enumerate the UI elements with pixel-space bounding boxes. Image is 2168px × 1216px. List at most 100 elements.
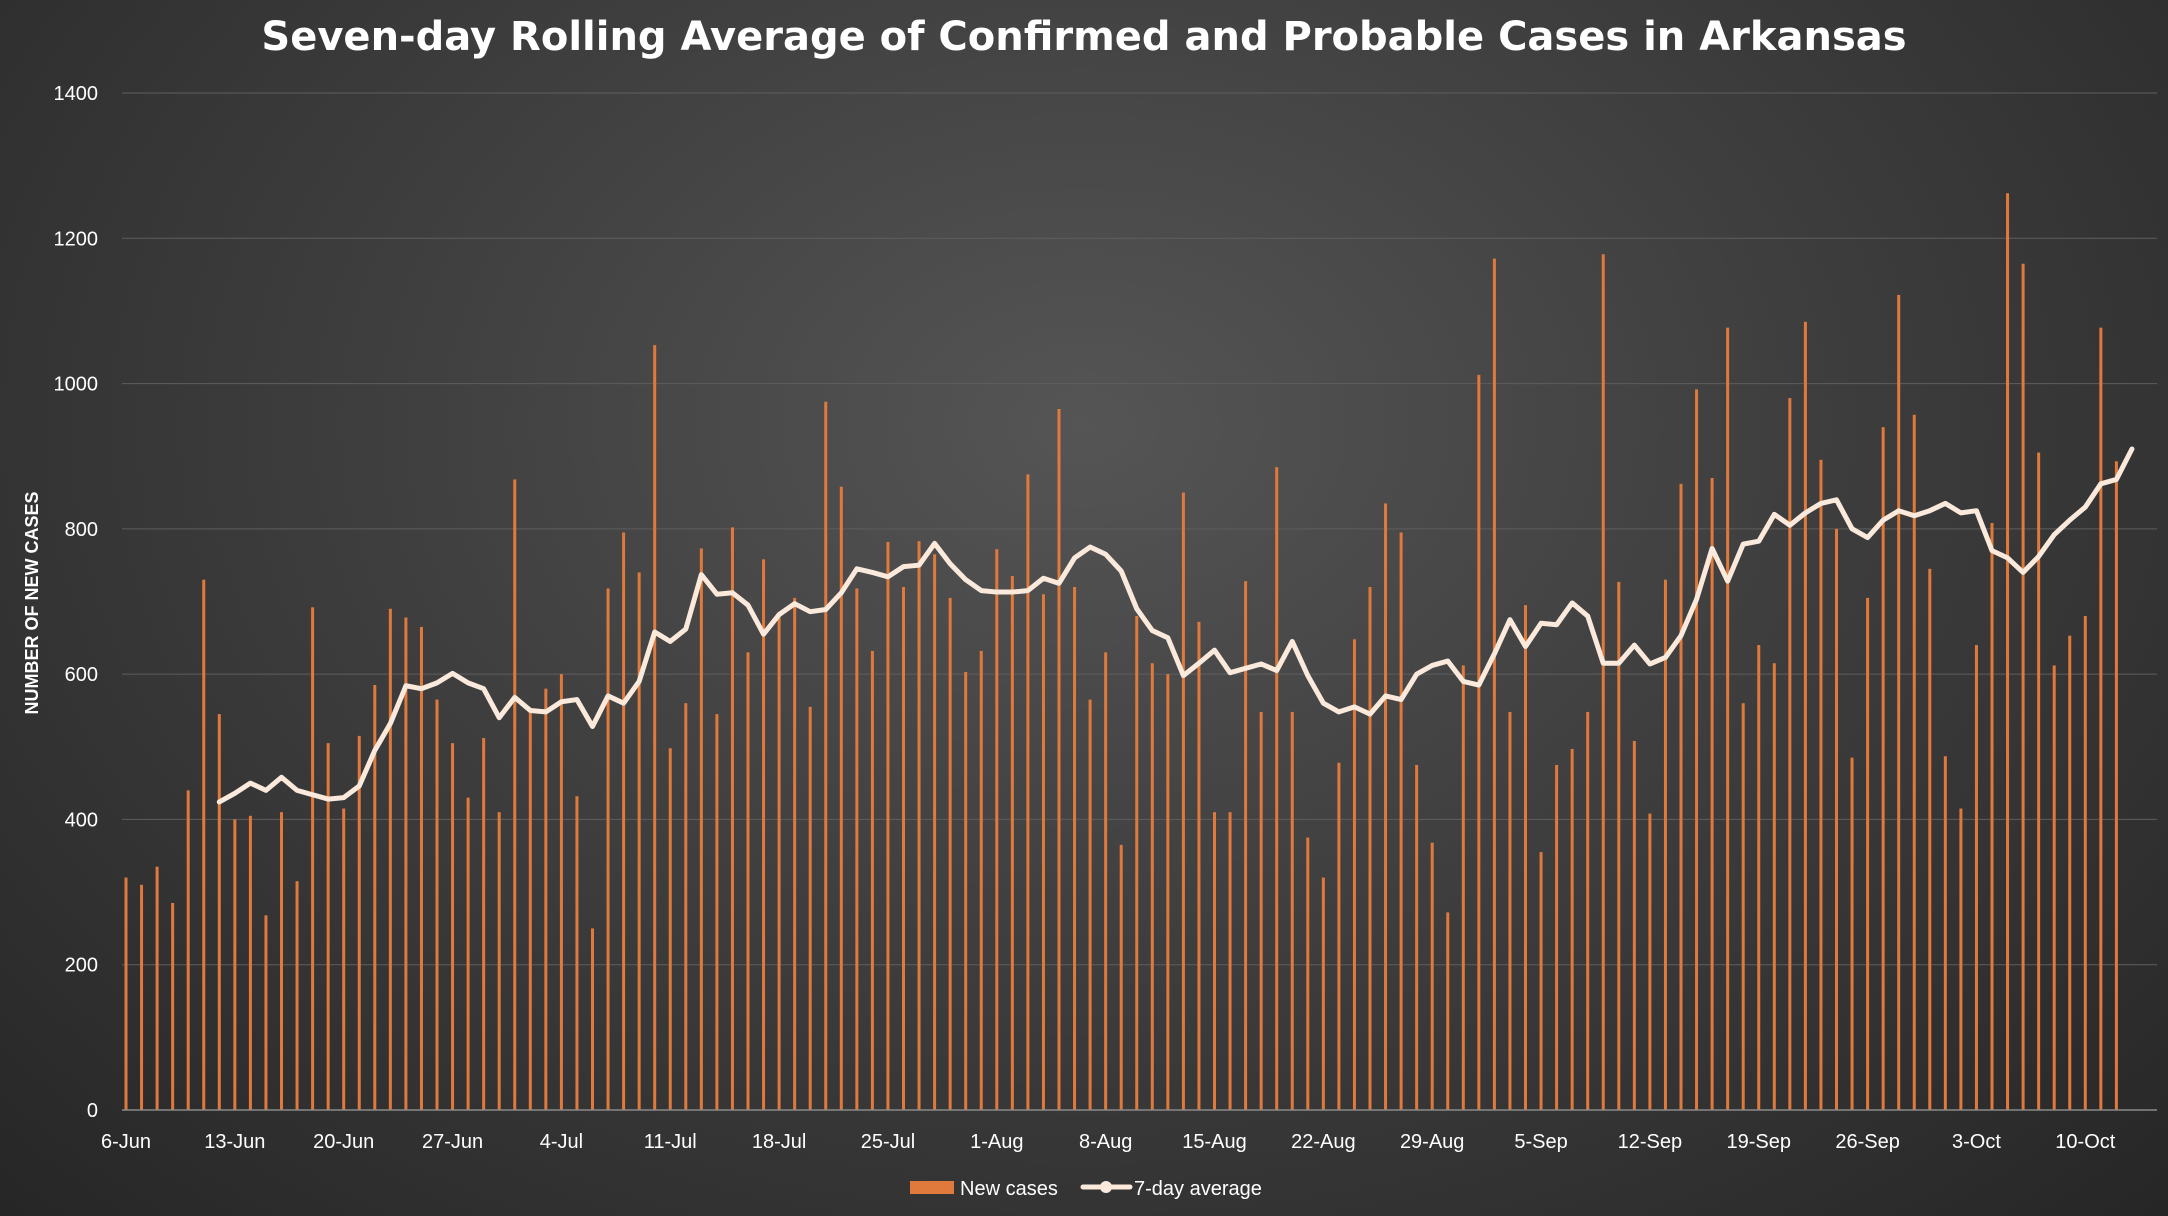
bar xyxy=(1073,586,1077,1110)
y-tick-label: 1200 xyxy=(54,228,99,250)
bar xyxy=(435,699,439,1110)
x-tick-label: 22-Aug xyxy=(1291,1131,1356,1153)
bar xyxy=(839,486,843,1111)
bar xyxy=(1648,813,1652,1110)
y-axis-ticks: 0 200 400 600 800 1000 1200 1400 xyxy=(54,83,99,1122)
x-tick-label: 4-Jul xyxy=(540,1131,583,1153)
bar xyxy=(124,877,128,1110)
bar xyxy=(1679,483,1683,1110)
bar xyxy=(1352,639,1356,1110)
bar xyxy=(933,554,937,1110)
bar xyxy=(373,685,377,1110)
y-tick-label: 1400 xyxy=(54,83,99,105)
bar xyxy=(2021,263,2025,1111)
bar-series-new-cases xyxy=(124,193,2118,1111)
bar xyxy=(466,797,470,1110)
bar xyxy=(964,671,968,1110)
x-tick-label: 15-Aug xyxy=(1182,1131,1247,1153)
bar xyxy=(1508,711,1512,1110)
x-tick-label: 19-Sep xyxy=(1727,1131,1792,1153)
bar xyxy=(591,928,594,1110)
bar xyxy=(1415,764,1419,1110)
bar xyxy=(1974,645,1978,1110)
legend-swatch-7-day-average-marker xyxy=(1100,1181,1112,1193)
bar xyxy=(886,541,890,1110)
x-tick-label: 11-Jul xyxy=(644,1131,697,1153)
bar xyxy=(777,612,781,1110)
bar xyxy=(233,819,237,1110)
bar xyxy=(1135,616,1139,1110)
legend-label-new-cases: New cases xyxy=(960,1178,1058,1200)
x-tick-label: 5-Sep xyxy=(1514,1131,1567,1153)
bar xyxy=(824,401,828,1110)
line-series-7-day-average xyxy=(216,446,2135,805)
x-tick-label: 27-Jun xyxy=(422,1131,483,1153)
bar xyxy=(730,527,734,1110)
legend: New cases 7-day average xyxy=(910,1178,1262,1200)
bar xyxy=(1741,703,1745,1110)
bar xyxy=(746,652,750,1110)
bar xyxy=(979,650,983,1110)
bar xyxy=(1726,327,1730,1110)
bar xyxy=(559,674,563,1110)
gridlines xyxy=(122,92,2157,966)
bar xyxy=(1430,842,1434,1110)
bar xyxy=(1632,740,1636,1110)
bar xyxy=(653,345,657,1111)
bar xyxy=(1306,837,1310,1110)
bar xyxy=(1477,374,1481,1111)
bar xyxy=(1213,812,1216,1110)
bar xyxy=(1928,568,1932,1110)
y-tick-label: 0 xyxy=(87,1100,98,1122)
bar xyxy=(870,650,874,1110)
bar xyxy=(388,608,392,1110)
bar xyxy=(1119,844,1123,1110)
average-line xyxy=(216,446,2135,805)
bar xyxy=(1959,808,1963,1110)
bar xyxy=(140,884,144,1110)
bar xyxy=(1244,581,1248,1110)
bar xyxy=(1104,652,1108,1110)
bar xyxy=(1850,757,1854,1110)
bar xyxy=(1772,663,1776,1110)
x-tick-label: 25-Jul xyxy=(861,1131,915,1153)
bar xyxy=(1337,762,1341,1110)
bar xyxy=(1290,711,1294,1110)
bar xyxy=(280,812,283,1110)
bar xyxy=(357,735,361,1110)
x-tick-label: 1-Aug xyxy=(970,1131,1023,1153)
bar xyxy=(1026,474,1030,1110)
bar xyxy=(2068,635,2072,1110)
bar xyxy=(2099,327,2103,1110)
x-tick-label: 10-Oct xyxy=(2055,1131,2115,1153)
bar xyxy=(622,532,626,1110)
x-tick-label: 13-Jun xyxy=(204,1131,265,1153)
bar xyxy=(1803,321,1807,1110)
bar xyxy=(186,790,190,1110)
bar xyxy=(1695,389,1699,1111)
bar xyxy=(606,588,610,1110)
x-tick-label: 20-Jun xyxy=(313,1131,374,1153)
bar xyxy=(917,541,921,1110)
bar xyxy=(1088,699,1092,1110)
x-tick-label: 12-Sep xyxy=(1618,1131,1683,1153)
bar xyxy=(1663,579,1667,1110)
bar xyxy=(2037,452,2041,1110)
bar xyxy=(1446,912,1450,1110)
bar xyxy=(1757,645,1761,1110)
bar xyxy=(342,808,346,1110)
y-tick-label: 400 xyxy=(65,809,98,831)
bar xyxy=(2114,461,2118,1110)
bar xyxy=(1275,467,1279,1110)
x-tick-label: 8-Aug xyxy=(1079,1131,1132,1153)
bar xyxy=(1197,621,1201,1110)
bar xyxy=(762,559,766,1110)
bar xyxy=(1259,711,1263,1110)
bar xyxy=(637,572,641,1110)
bar xyxy=(699,548,703,1110)
bar xyxy=(1897,294,1901,1110)
bar xyxy=(155,866,159,1110)
bar xyxy=(1181,492,1185,1110)
x-axis-ticks: 6-Jun 13-Jun 20-Jun 27-Jun 4-Jul 11-Jul 18-Jul… xyxy=(101,1131,2116,1153)
chart-title: Seven-day Rolling Average of Confirmed a… xyxy=(261,14,1906,60)
